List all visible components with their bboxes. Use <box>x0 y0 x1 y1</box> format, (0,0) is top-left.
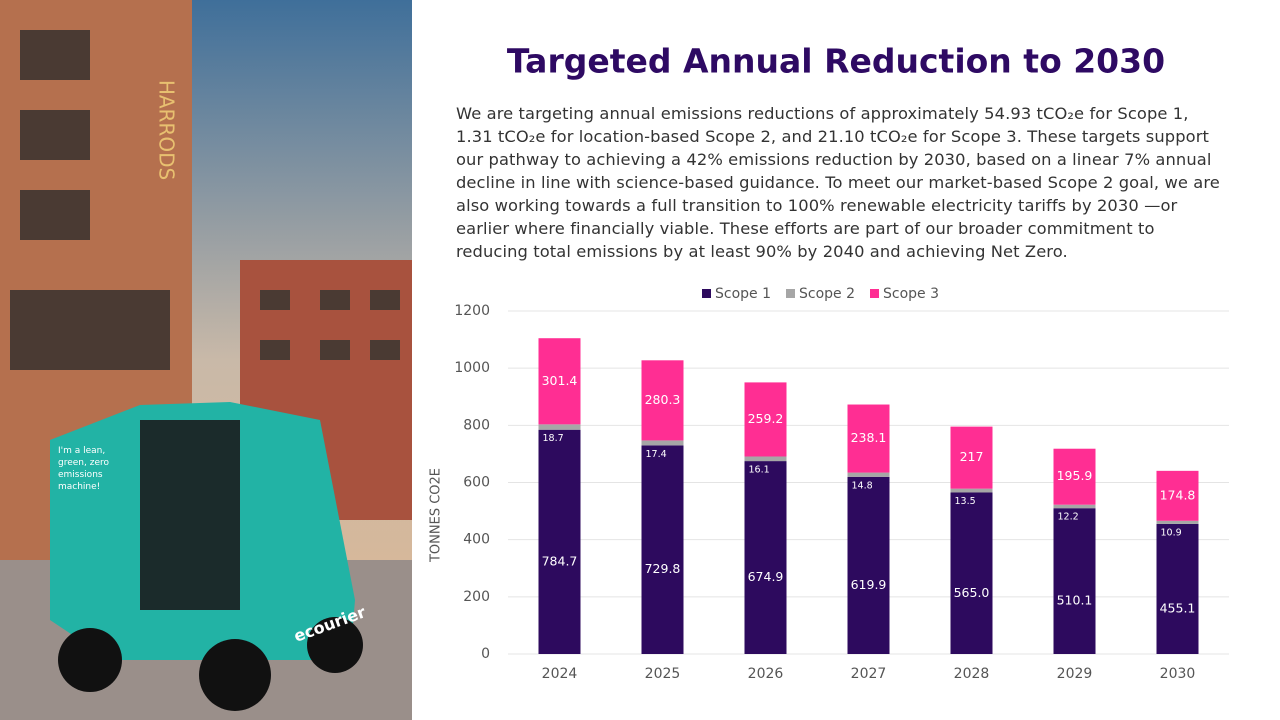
bar-segment <box>538 338 581 425</box>
bar-segment <box>1156 523 1199 654</box>
wheel <box>58 628 122 692</box>
y-tick-label: 0 <box>481 646 490 662</box>
bar-segment <box>641 445 684 654</box>
x-tick-label: 2024 <box>542 666 578 682</box>
y-tick-label: 1000 <box>454 360 490 376</box>
bar-segment <box>744 382 787 457</box>
x-tick-label: 2026 <box>748 666 784 682</box>
data-label: 238.1 <box>851 430 887 445</box>
data-label: 217 <box>960 449 984 464</box>
data-label: 18.7 <box>543 433 564 444</box>
data-label: 259.2 <box>748 411 784 426</box>
wheel <box>307 617 363 673</box>
data-label: 510.1 <box>1057 593 1093 608</box>
data-label: 565.0 <box>954 585 990 600</box>
data-label: 13.5 <box>955 496 976 507</box>
sign-text: HARRODS <box>155 80 179 180</box>
bar-segment <box>1053 504 1096 509</box>
y-tick-label: 1200 <box>454 303 490 319</box>
bar-segment <box>847 476 890 654</box>
data-label: 674.9 <box>748 569 784 584</box>
bar-segment <box>847 404 890 473</box>
data-label: 16.1 <box>749 465 770 476</box>
y-axis-title: TONNES CO2E <box>429 468 444 563</box>
bar-segment <box>641 360 684 441</box>
slogan-text: I'm a lean, green, zero emissions machin… <box>58 446 109 492</box>
data-label: 280.3 <box>645 392 681 407</box>
data-label: 729.8 <box>645 561 681 576</box>
bar-segment <box>744 461 787 654</box>
bar-segment <box>1053 448 1096 505</box>
data-label: 784.7 <box>542 553 578 568</box>
bar-segment <box>847 472 890 477</box>
bar-segment <box>950 426 993 489</box>
bar-segment <box>538 429 581 654</box>
bar-segment <box>1156 520 1199 524</box>
data-label: 174.8 <box>1160 487 1196 502</box>
bar-segment <box>744 456 787 462</box>
legend-swatch <box>870 289 879 298</box>
legend-swatch <box>702 289 711 298</box>
legend-label: Scope 2 <box>799 286 855 302</box>
data-label: 619.9 <box>851 577 887 592</box>
data-label: 195.9 <box>1057 468 1093 483</box>
bar-segment <box>1156 470 1199 521</box>
x-tick-label: 2025 <box>645 666 681 682</box>
bar-segment <box>950 492 993 654</box>
x-tick-label: 2028 <box>954 666 990 682</box>
bar-segment <box>950 488 993 493</box>
chart-title: Targeted Annual Reduction to 2030 <box>507 42 1165 81</box>
data-label: 10.9 <box>1161 527 1182 538</box>
legend-label: Scope 3 <box>883 286 939 302</box>
x-tick-label: 2030 <box>1160 666 1196 682</box>
bar-segment <box>1053 508 1096 654</box>
legend-swatch <box>786 289 795 298</box>
vehicle-slogan: I'm a lean, green, zero emissions machin… <box>58 446 109 492</box>
legend-label: Scope 1 <box>715 286 771 302</box>
bar-segment <box>641 440 684 446</box>
cab <box>140 420 240 610</box>
data-label: 17.4 <box>646 449 667 460</box>
x-tick-label: 2029 <box>1057 666 1093 682</box>
data-label: 12.2 <box>1058 512 1079 523</box>
description: We are targeting annual emissions reduct… <box>456 104 1220 261</box>
y-tick-label: 800 <box>463 417 490 433</box>
data-label: 14.8 <box>852 480 873 491</box>
data-label: 455.1 <box>1160 600 1196 615</box>
data-label: 301.4 <box>542 373 578 388</box>
x-tick-label: 2027 <box>851 666 887 682</box>
bar-segment <box>538 424 581 430</box>
windows <box>10 30 400 370</box>
y-tick-label: 400 <box>463 532 490 548</box>
y-tick-label: 600 <box>463 475 490 491</box>
y-tick-label: 200 <box>463 589 490 605</box>
wheel <box>199 639 271 711</box>
photo: HARRODS I'm a lean, green, zero emission… <box>0 0 412 720</box>
